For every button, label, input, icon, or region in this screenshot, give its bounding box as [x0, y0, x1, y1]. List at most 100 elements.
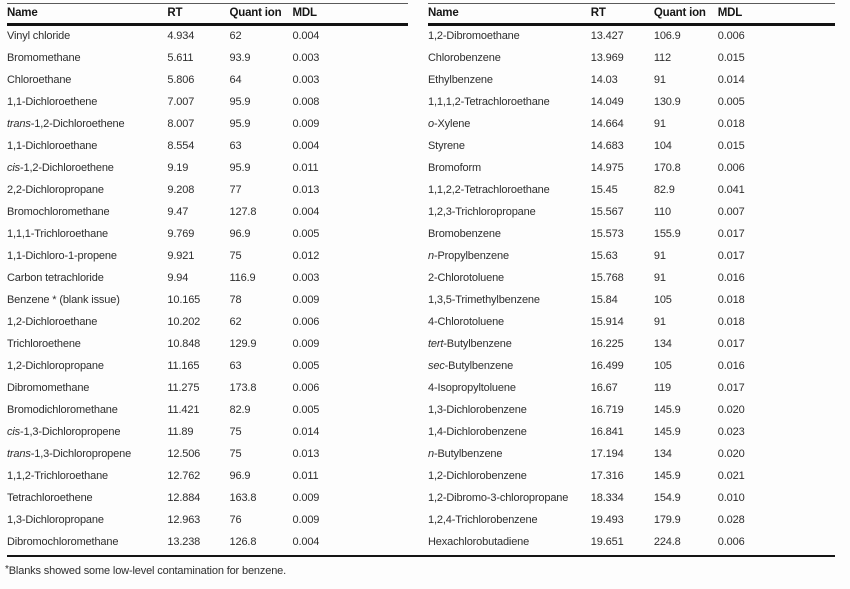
cell-quant-ion: 134	[653, 337, 672, 350]
cell-mdl: 0.016	[717, 271, 745, 284]
cell-mdl: 0.009	[292, 337, 320, 350]
cell-rt: 14.049	[590, 95, 624, 108]
table-row: 1,1,2,2-Tetrachloroethane 15.45 82.9 0.041	[428, 179, 835, 201]
cell-compound-name: 1,3-Dichlorobenzene	[428, 403, 527, 416]
cell-rt: 10.165	[167, 293, 201, 306]
cell-mdl: 0.009	[292, 491, 320, 504]
cell-rt: 9.769	[167, 227, 195, 240]
cell-quant-ion: 119	[653, 381, 671, 394]
column-header-name: Name	[428, 3, 591, 26]
cell-mdl: 0.005	[717, 95, 745, 108]
cell-mdl: 0.003	[292, 51, 320, 64]
cell-mdl: 0.009	[292, 513, 320, 526]
cell-mdl: 0.017	[717, 381, 745, 394]
table-row: 1,1-Dichloro-1-propene 9.921 75 0.012	[7, 245, 408, 267]
cell-quant-ion: 95.9	[229, 161, 251, 174]
cell-mdl: 0.006	[717, 30, 745, 43]
cell-rt: 13.969	[590, 51, 624, 64]
cell-mdl: 0.011	[292, 161, 319, 174]
cell-compound-name: Bromomethane	[7, 51, 81, 64]
table-row: Carbon tetrachloride 9.94 116.9 0.003	[7, 267, 408, 289]
cell-mdl: 0.018	[717, 315, 745, 328]
cell-quant-ion: 173.8	[229, 381, 257, 394]
cell-mdl: 0.017	[717, 337, 745, 350]
cell-compound-name: Bromobenzene	[428, 227, 501, 240]
cell-rt: 7.007	[167, 95, 195, 108]
cell-quant-ion: 78	[229, 293, 242, 306]
footnote-marker: *	[5, 563, 9, 575]
cell-rt: 17.194	[590, 447, 624, 460]
cell-quant-ion: 129.9	[229, 337, 257, 350]
cell-mdl: 0.005	[292, 227, 320, 240]
cell-mdl: 0.015	[717, 51, 745, 64]
cell-mdl: 0.023	[717, 425, 745, 438]
cell-quant-ion: 95.9	[229, 117, 251, 130]
cell-quant-ion: 163.8	[229, 491, 257, 504]
cell-mdl: 0.041	[717, 183, 745, 196]
cell-rt: 9.47	[167, 205, 189, 218]
table-row: 1,1,1,2-Tetrachloroethane 14.049 130.9 0.00…	[428, 91, 835, 113]
cell-mdl: 0.020	[717, 447, 745, 460]
cell-mdl: 0.006	[717, 161, 745, 174]
cell-compound-name: 1,1,1,2-Tetrachloroethane	[428, 95, 550, 108]
cell-rt: 15.567	[590, 205, 624, 218]
cell-compound-name: Chloroethane	[7, 73, 72, 86]
cell-rt: 15.63	[590, 249, 618, 262]
cell-mdl: 0.009	[292, 117, 320, 130]
voc-mdl-tables: Name RT Quant ion MDL Vinyl chloride 4.93…	[7, 3, 835, 553]
table-row: 1,1,2-Trichloroethane 12.762 96.9 0.011	[7, 465, 408, 487]
table-row: 1,3-Dichlorobenzene 16.719 145.9 0.020	[428, 399, 835, 421]
cell-compound-name: 1,1,1-Trichloroethane	[7, 227, 109, 240]
cell-quant-ion: 170.8	[653, 161, 681, 174]
cell-compound-name: trans-1,2-Dichloroethene	[7, 117, 125, 130]
cell-quant-ion: 145.9	[653, 403, 681, 416]
table-row: Dibromochloromethane 13.238 126.8 0.004	[7, 531, 408, 553]
cell-rt: 16.841	[590, 425, 624, 438]
table-row: Chloroethane 5.806 64 0.003	[7, 69, 408, 91]
cell-compound-name: Bromochloromethane	[7, 205, 110, 218]
cell-mdl: 0.010	[717, 491, 745, 504]
cell-compound-name: Dibromomethane	[7, 381, 90, 394]
voc-table-right: Name RT Quant ion MDL 1,2-Dibromoethane 1…	[428, 3, 835, 553]
table-row: Benzene * (blank issue) 10.165 78 0.009	[7, 289, 408, 311]
cell-rt: 15.768	[590, 271, 624, 284]
cell-rt: 15.84	[590, 293, 618, 306]
cell-rt: 13.238	[167, 535, 201, 548]
cell-rt: 16.719	[590, 403, 624, 416]
cell-compound-name: tert-Butylbenzene	[428, 337, 512, 350]
cell-compound-name: o-Xylene	[428, 117, 471, 130]
cell-compound-name: 1,1,2,2-Tetrachloroethane	[428, 183, 550, 196]
table-row: cis-1,2-Dichloroethene 9.19 95.9 0.011	[7, 157, 408, 179]
cell-mdl: 0.014	[717, 73, 745, 86]
cell-compound-name: 2,2-Dichloropropane	[7, 183, 104, 196]
table-row: 1,2-Dichlorobenzene 17.316 145.9 0.021	[428, 465, 835, 487]
cell-rt: 12.762	[167, 469, 201, 482]
cell-compound-name: 1,1,2-Trichloroethane	[7, 469, 109, 482]
cell-compound-name: 1,4-Dichlorobenzene	[428, 425, 527, 438]
column-header-rt: RT	[167, 3, 230, 26]
cell-rt: 16.225	[590, 337, 624, 350]
cell-compound-name: Ethylbenzene	[428, 73, 493, 86]
cell-quant-ion: 116.9	[229, 271, 256, 284]
cell-quant-ion: 127.8	[229, 205, 257, 218]
cell-compound-name: n-Propylbenzene	[428, 249, 509, 262]
cell-compound-name: Styrene	[428, 139, 465, 152]
cell-quant-ion: 96.9	[229, 227, 251, 240]
cell-compound-name: n-Butylbenzene	[428, 447, 503, 460]
table-row: Bromobenzene 15.573 155.9 0.017	[428, 223, 835, 245]
table-row: Ethylbenzene 14.03 91 0.014	[428, 69, 835, 91]
footnote-text: Blanks showed some low-level contaminati…	[8, 564, 287, 577]
cell-quant-ion: 91	[653, 73, 666, 86]
cell-mdl: 0.004	[292, 535, 320, 548]
cell-rt: 15.914	[590, 315, 624, 328]
cell-mdl: 0.015	[717, 139, 745, 152]
cell-compound-name: trans-1,3-Dichloropropene	[7, 447, 132, 460]
cell-rt: 12.963	[167, 513, 201, 526]
table-row: Dibromomethane 11.275 173.8 0.006	[7, 377, 408, 399]
table-row: trans-1,2-Dichloroethene 8.007 95.9 0.009	[7, 113, 408, 135]
footnote: *Blanks showed some low-level contaminat…	[5, 563, 835, 577]
table-row: 1,3,5-Trimethylbenzene 15.84 105 0.018	[428, 289, 835, 311]
cell-mdl: 0.016	[717, 359, 745, 372]
table-row: tert-Butylbenzene 16.225 134 0.017	[428, 333, 835, 355]
cell-quant-ion: 105	[653, 359, 672, 372]
